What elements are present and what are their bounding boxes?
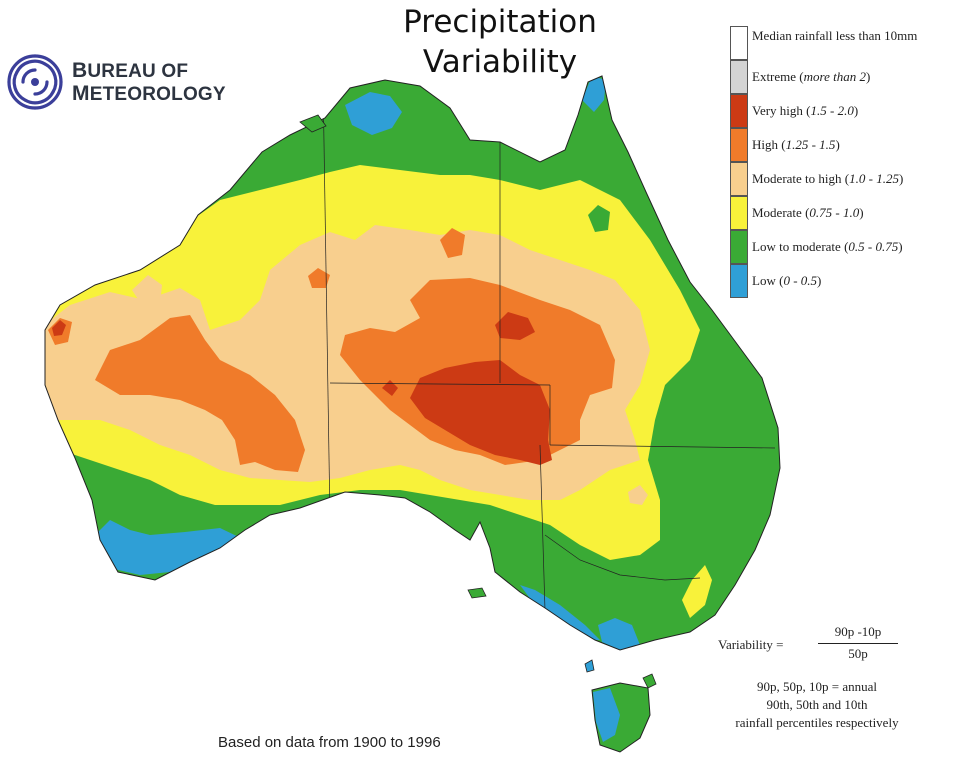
moderate-to-high-patch-west (132, 275, 162, 310)
legend-range-value: 1.5 - 2.0 (810, 103, 854, 118)
legend-row: Median rainfall less than 10mm (730, 26, 970, 60)
logo-line-2-rest: ETEOROLOGY (89, 84, 226, 105)
legend-swatch (730, 230, 748, 264)
legend-label-range: (0.75 - 1.0) (801, 205, 864, 220)
legend-swatch (730, 60, 748, 94)
high-region-west (95, 315, 305, 472)
legend-label-range: (more than 2) (796, 69, 871, 84)
map-title-line-2: Variability (422, 44, 578, 80)
state-borders (322, 79, 776, 611)
formula-fraction-bar (818, 643, 898, 644)
legend-row: High (1.25 - 1.5) (730, 128, 970, 162)
legend-label-range: (0.5 - 0.75) (840, 239, 903, 254)
legend-range-value: more than 2 (803, 69, 866, 84)
very-high-patch-north (495, 312, 535, 340)
legend-label: Low (0 - 0.5) (752, 273, 821, 289)
legend-label: Extreme (more than 2) (752, 69, 870, 85)
logo-initial-m: M (72, 82, 90, 105)
percentile-note-line-2: 90th, 50th and 10th (766, 697, 868, 712)
legend-label-text: Median rainfall less than 10mm (752, 28, 918, 43)
legend-swatch (730, 162, 748, 196)
legend-label-text: High (752, 137, 778, 152)
formula-denominator: 50p (848, 646, 868, 661)
legend-label-text: Moderate to high (752, 171, 842, 186)
low-region-gippsland (598, 618, 640, 650)
map-legend: Median rainfall less than 10mm Extreme (m… (730, 26, 970, 298)
formula-lhs: Variability = (718, 637, 784, 652)
legend-range-value: 0.5 - 0.75 (848, 239, 899, 254)
low-to-moderate-patch-queensland (588, 205, 610, 232)
legend-row: Low to moderate (0.5 - 0.75) (730, 230, 970, 264)
tasmania-low (593, 688, 620, 742)
legend-swatch (730, 264, 748, 298)
formula-numerator: 90p -10p (834, 624, 882, 639)
high-patch-interior (308, 268, 330, 288)
legend-swatch (730, 128, 748, 162)
legend-label-text: Low (752, 273, 776, 288)
very-high-region-central (410, 360, 552, 465)
legend-label: Very high (1.5 - 2.0) (752, 103, 858, 119)
legend-label-range: (0 - 0.5) (775, 273, 822, 288)
percentile-note-line-3: rainfall percentiles respectively (735, 715, 899, 730)
legend-label: Moderate to high (1.0 - 1.25) (752, 171, 903, 187)
bureau-of-meteorology-logo: BUREAU OF METEOROLOGY (0, 44, 270, 120)
legend-label-text: Extreme (752, 69, 797, 84)
map-title-line-1: Precipitation (403, 4, 597, 40)
legend-row: Moderate (0.75 - 1.0) (730, 196, 970, 230)
legend-row: Very high (1.5 - 2.0) (730, 94, 970, 128)
legend-row: Moderate to high (1.0 - 1.25) (730, 162, 970, 196)
legend-swatch (730, 196, 748, 230)
bass-strait-island-east (642, 673, 657, 689)
legend-label: Low to moderate (0.5 - 0.75) (752, 239, 903, 255)
data-source-note: Based on data from 1900 to 1996 (218, 734, 441, 751)
legend-range-value: 0 - 0.5 (783, 273, 818, 288)
legend-row: Low (0 - 0.5) (730, 264, 970, 298)
low-region-southwest (90, 520, 245, 575)
bureau-swirl-emblem-icon (7, 54, 63, 110)
low-region-arnhem-land (345, 92, 402, 135)
logo-initial-b: B (72, 59, 88, 82)
legend-label-text: Very high (752, 103, 803, 118)
map-title: Precipitation Variability (360, 2, 640, 82)
legend-swatch (730, 94, 748, 128)
low-region-victoria (520, 585, 600, 640)
legend-row: Extreme (more than 2) (730, 60, 970, 94)
legend-label-range: (1.0 - 1.25) (841, 171, 904, 186)
high-patch-north-central (440, 228, 465, 258)
legend-range-value: 1.25 - 1.5 (785, 137, 836, 152)
bass-strait-island-west (584, 659, 595, 673)
legend-label-text: Low to moderate (752, 239, 841, 254)
yellow-east-coast-patch (682, 565, 712, 618)
legend-label: High (1.25 - 1.5) (752, 137, 840, 153)
legend-range-value: 0.75 - 1.0 (809, 205, 860, 220)
variability-formula: Variability = 90p -10p 50p (718, 624, 898, 664)
logo-line-1-rest: UREAU OF (87, 61, 189, 82)
percentile-note: 90p, 50p, 10p = annual 90th, 50th and 10… (702, 678, 932, 732)
very-high-patch-west (382, 380, 398, 396)
legend-label-range: (1.5 - 2.0) (802, 103, 859, 118)
kangaroo-island (467, 587, 487, 599)
legend-label: Moderate (0.75 - 1.0) (752, 205, 864, 221)
very-high-patch-northwest-coast (52, 320, 66, 336)
legend-label-text: Moderate (752, 205, 802, 220)
percentile-note-line-1: 90p, 50p, 10p = annual (757, 679, 877, 694)
low-region-cape-york (582, 76, 606, 112)
legend-label: Median rainfall less than 10mm (752, 28, 962, 44)
legend-range-value: 1.0 - 1.25 (849, 171, 899, 186)
bureau-logo-wordmark: BUREAU OF METEOROLOGY (72, 60, 226, 106)
moderate-to-high-patch-east (628, 485, 648, 505)
legend-swatch (730, 26, 748, 60)
legend-label-range: (1.25 - 1.5) (778, 137, 840, 152)
melville-island (299, 114, 327, 133)
